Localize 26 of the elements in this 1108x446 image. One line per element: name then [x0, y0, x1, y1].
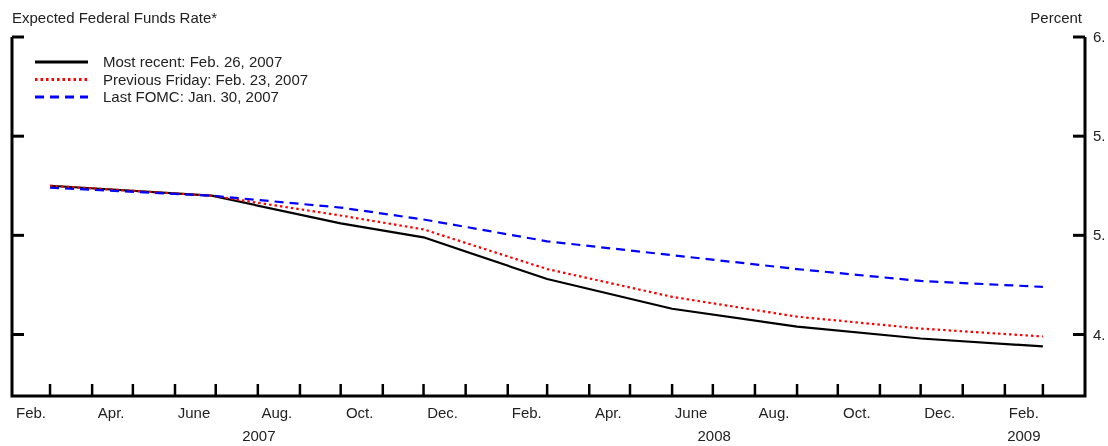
x-tick-label: Apr. — [97, 404, 125, 421]
x-tick-label: Aug. — [261, 404, 293, 421]
text: 2007 — [242, 427, 276, 444]
x-tick-label: Oct. — [843, 404, 871, 421]
x-tick-label: June — [674, 404, 708, 421]
x-tick-label: Dec. — [427, 404, 458, 421]
y-axis-title: Percent — [1030, 9, 1083, 26]
y-tick-label: 5. — [1093, 127, 1106, 145]
x-tick-label: June — [177, 404, 211, 421]
chart-title: Expected Federal Funds Rate* — [12, 9, 218, 26]
text: 2009 — [1007, 427, 1041, 444]
y-tick-label: 5. — [1093, 226, 1106, 244]
y-tick-label: 6. — [1093, 28, 1106, 45]
x-tick-label: Apr. — [594, 404, 622, 421]
x-tick-label: Oct. — [345, 404, 374, 421]
legend-label: Previous Friday: Feb. 23, 2007 — [103, 70, 309, 88]
y-tick-label: 4. — [1093, 325, 1106, 343]
line-series — [48, 186, 1044, 289]
x-tick-label: Aug. — [758, 404, 790, 421]
text: 2008 — [697, 427, 731, 444]
legend-label: Most recent: Feb. 26, 2007 — [103, 53, 283, 70]
x-tick-label: Feb. — [16, 404, 47, 421]
x-tick-label: Feb. — [1008, 404, 1039, 421]
x-tick-label: Feb. — [511, 404, 542, 421]
x-tick-label: Dec. — [924, 404, 956, 421]
legend-label: Last FOMC: Jan. 30, 2007 — [103, 88, 279, 105]
